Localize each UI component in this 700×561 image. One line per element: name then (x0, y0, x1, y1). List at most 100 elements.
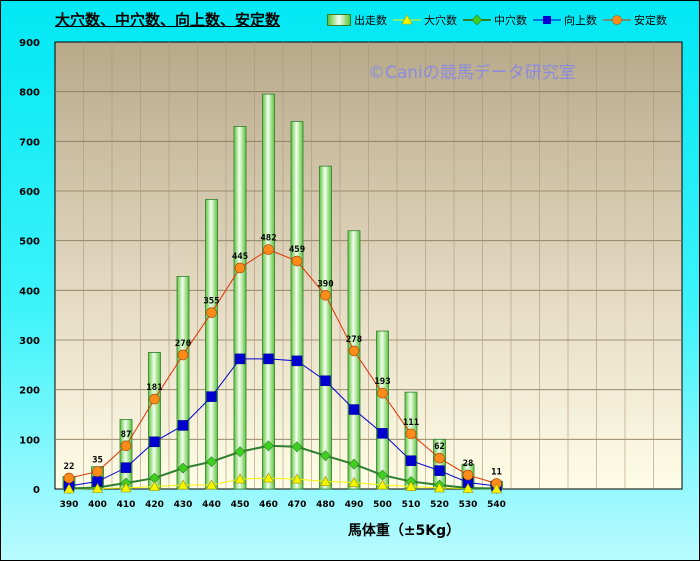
x-tick-label: 450 (231, 500, 250, 510)
y-tick-label: 500 (19, 237, 40, 248)
bar (347, 230, 361, 490)
circle-marker (434, 452, 445, 464)
legend: 出走数 大穴数 中穴数 向上数 安定数 (327, 11, 673, 29)
legend-swatch-koujou (533, 16, 561, 24)
data-label: 28 (463, 459, 474, 469)
circle-marker (92, 466, 103, 477)
circle-marker (177, 349, 189, 361)
triangle-marker (262, 472, 275, 483)
data-label: 111 (403, 418, 419, 428)
diamond-marker (234, 446, 246, 458)
data-label: 270 (175, 339, 191, 349)
x-tick-label: 540 (487, 500, 506, 510)
legend-swatch-antei (603, 15, 631, 25)
y-tick-label: 0 (33, 485, 40, 496)
diamond-marker (177, 462, 189, 474)
data-label: 193 (374, 377, 390, 387)
bar (376, 330, 389, 490)
legend-item-chuuana: 中穴数 (463, 12, 527, 28)
triangle-marker (319, 475, 332, 486)
circle-marker (405, 428, 417, 440)
legend-swatch-chuuana (463, 14, 491, 26)
circle-marker (348, 345, 360, 357)
triangle-marker (120, 482, 132, 493)
square-marker (434, 465, 445, 476)
circle-marker (149, 393, 160, 405)
square-marker (206, 391, 217, 402)
square-marker (405, 455, 417, 466)
x-tick-label: 420 (145, 500, 164, 510)
y-tick-label: 600 (19, 187, 40, 198)
x-tick-label: 430 (174, 500, 193, 510)
bar (404, 391, 418, 490)
circle-marker (234, 262, 246, 274)
grid-lines (55, 42, 682, 489)
y-tick-label: 300 (19, 336, 40, 347)
legend-item-antei: 安定数 (603, 12, 667, 28)
circle-marker (320, 289, 331, 301)
data-label: 482 (260, 234, 276, 244)
circle-marker (263, 244, 274, 255)
diamond-marker (263, 440, 274, 452)
data-label: 278 (346, 335, 362, 345)
chart-title: 大穴数、中穴数、向上数、安定数 (55, 11, 281, 29)
data-label: 181 (146, 383, 162, 393)
legend-label-bar: 出走数 (354, 14, 387, 27)
bar (233, 126, 247, 490)
x-tick-label: 400 (88, 500, 107, 510)
square-marker (177, 420, 189, 431)
series-line-circle (68, 249, 497, 485)
square-marker (120, 462, 132, 473)
square-marker (320, 375, 331, 386)
triangle-marker (177, 479, 189, 490)
data-label: 390 (317, 279, 333, 289)
circle-marker (206, 307, 217, 318)
bar (290, 121, 304, 490)
legend-label-koujou: 向上数 (564, 14, 597, 27)
square-marker (263, 353, 274, 365)
legend-swatch-bar (327, 14, 351, 26)
circle-marker (377, 387, 388, 399)
bar (319, 165, 332, 490)
triangle-marker (148, 480, 161, 491)
triangle-marker (405, 480, 417, 491)
triangle-marker (291, 473, 303, 484)
legend-label-antei: 安定数 (634, 14, 667, 27)
y-tick-label: 900 (19, 38, 40, 49)
legend-item-oana: 大穴数 (393, 12, 457, 28)
y-tick-label: 100 (19, 435, 40, 446)
triangle-marker (433, 482, 446, 493)
triangle-marker (91, 482, 104, 493)
square-marker (149, 436, 160, 448)
data-label: 459 (289, 245, 305, 255)
legend-label-oana: 大穴数 (424, 14, 457, 27)
data-label: 355 (203, 297, 219, 307)
series-line-square (68, 358, 497, 487)
data-label: 87 (121, 430, 132, 440)
circle-marker (291, 255, 303, 267)
x-tick-label: 440 (202, 500, 221, 510)
square-marker (348, 404, 360, 415)
legend-item-bar: 出走数 (327, 12, 387, 28)
x-axis-label: 馬体重（±5Kg） (347, 523, 461, 539)
x-axis: 390 400 410 420 430 440 450 460 470 480 490 500 510 5… (60, 500, 506, 510)
y-tick-label: 200 (19, 386, 40, 397)
triangle-marker (490, 483, 503, 494)
watermark-annotation: ©Caniの競馬データ研究室 (368, 63, 576, 83)
bar (176, 276, 190, 490)
x-tick-label: 510 (402, 500, 421, 510)
data-labels: 22 35 87 181 270 355 445 482 459 390 278 193 111 62 28… (64, 234, 502, 478)
bar (262, 93, 275, 490)
triangle-marker (376, 479, 389, 490)
triangle-marker (63, 483, 75, 494)
series-line-diamond (68, 444, 497, 490)
square-marker (291, 355, 303, 367)
bar (148, 352, 161, 490)
diamond-marker (291, 441, 303, 453)
square-marker (377, 428, 388, 439)
y-tick-label: 400 (19, 286, 40, 297)
data-label: 35 (92, 456, 103, 466)
x-tick-label: 480 (316, 500, 335, 510)
data-label: 11 (491, 468, 502, 478)
